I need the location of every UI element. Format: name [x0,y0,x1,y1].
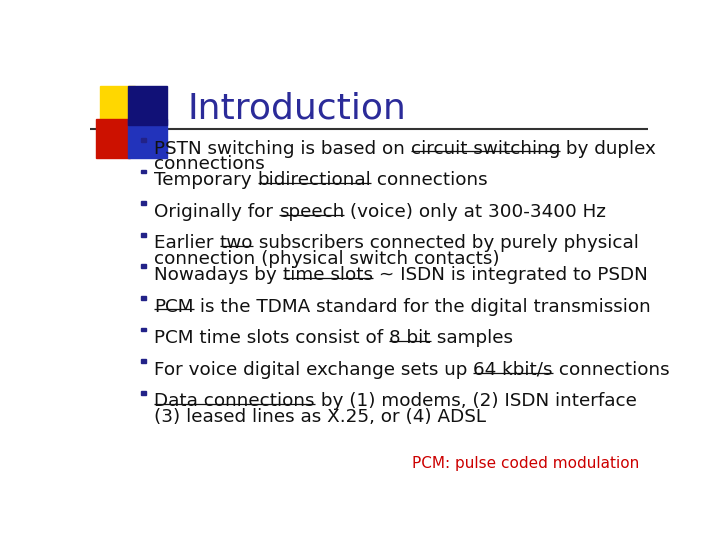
Text: Originally for: Originally for [154,203,279,221]
Text: 8 bit: 8 bit [390,329,431,347]
Text: ~ ISDN is integrated to PSDN: ~ ISDN is integrated to PSDN [373,266,647,284]
Bar [128,119,167,158]
Text: Nowadays by: Nowadays by [154,266,283,284]
Bar [141,201,146,205]
Bar [141,138,146,141]
Text: time slots: time slots [283,266,373,284]
Text: circuit switching: circuit switching [411,140,560,158]
Bar [128,85,167,125]
Bar [141,391,146,395]
Text: PCM: pulse coded modulation: PCM: pulse coded modulation [413,456,639,471]
Text: connection (physical switch contacts): connection (physical switch contacts) [154,250,500,268]
Bar [141,233,146,237]
Text: subscribers connected by purely physical: subscribers connected by purely physical [253,234,639,252]
Text: Earlier: Earlier [154,234,220,252]
Bar [96,119,130,158]
Bar [141,170,146,173]
Text: connections: connections [372,171,488,189]
Text: PSTN switching is based on: PSTN switching is based on [154,140,411,158]
Text: speech: speech [279,203,344,221]
Text: PCM: PCM [154,298,194,316]
Bar [141,328,146,332]
Text: connections: connections [154,156,265,173]
Text: by (1) modems, (2) ISDN interface: by (1) modems, (2) ISDN interface [315,393,636,410]
Bar [141,296,146,300]
Text: bidirectional: bidirectional [258,171,372,189]
Text: Data connections: Data connections [154,393,315,410]
Text: Introduction: Introduction [188,92,407,126]
Text: 64 kbit/s: 64 kbit/s [474,361,553,379]
Text: connections: connections [553,361,670,379]
Bar [141,265,146,268]
Text: is the TDMA standard for the digital transmission: is the TDMA standard for the digital tra… [194,298,650,316]
Text: For voice digital exchange sets up: For voice digital exchange sets up [154,361,474,379]
Bar [100,85,135,125]
Text: (voice) only at 300-3400 Hz: (voice) only at 300-3400 Hz [344,203,606,221]
Text: samples: samples [431,329,513,347]
Text: (3) leased lines as X.25, or (4) ADSL: (3) leased lines as X.25, or (4) ADSL [154,408,486,426]
Bar [141,359,146,363]
Text: Temporary: Temporary [154,171,258,189]
Text: by duplex: by duplex [560,140,656,158]
Text: PCM time slots consist of: PCM time slots consist of [154,329,390,347]
Text: two: two [220,234,253,252]
